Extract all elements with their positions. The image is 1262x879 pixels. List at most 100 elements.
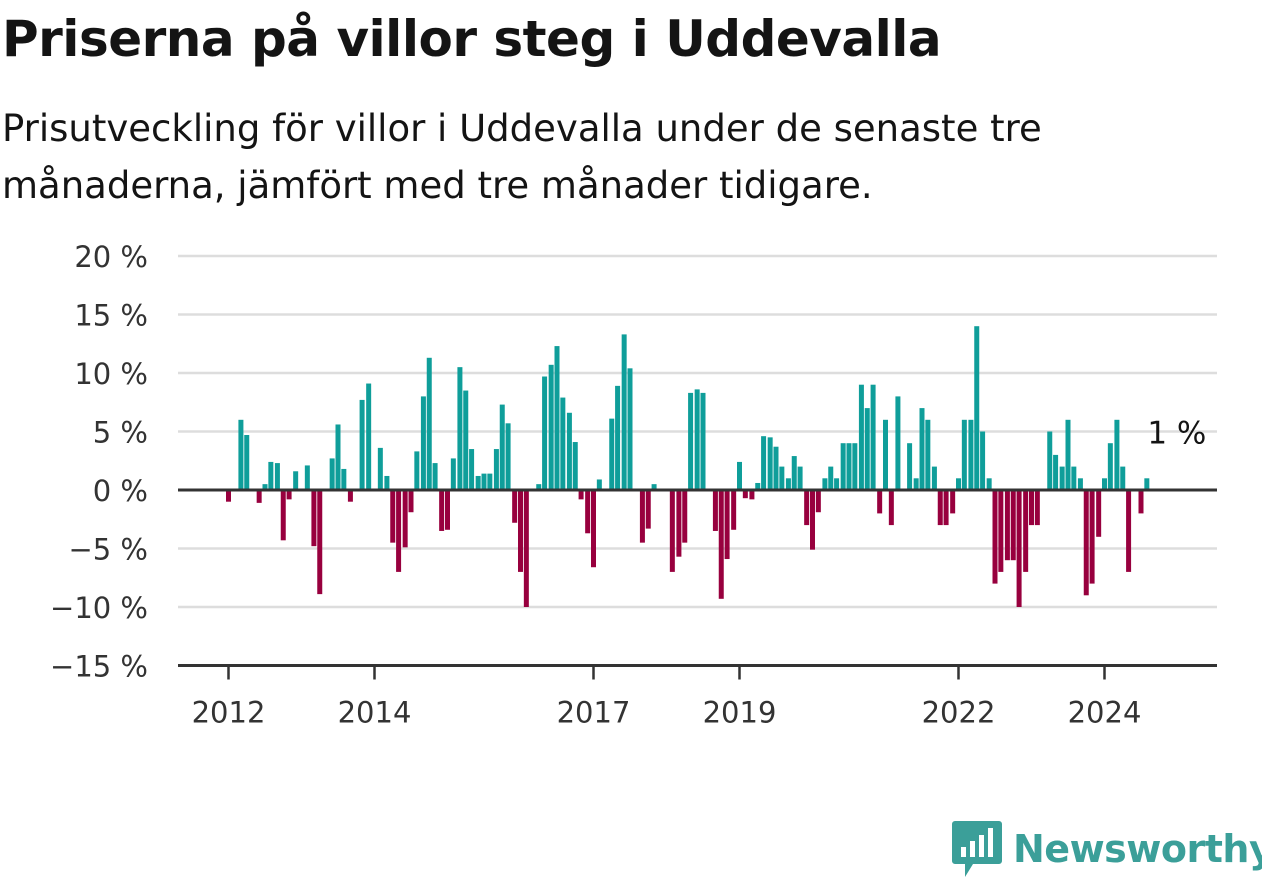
bar — [883, 419, 888, 490]
bar — [700, 392, 706, 490]
bar — [1144, 478, 1150, 490]
chart-subtitle: Prisutveckling för villor i Uddevalla un… — [2, 107, 1042, 207]
bar — [992, 490, 998, 584]
bar — [274, 463, 280, 490]
bar — [329, 458, 335, 490]
bar — [779, 466, 785, 490]
bar — [615, 385, 621, 490]
bar — [505, 423, 511, 490]
bar — [390, 490, 396, 543]
bar — [1023, 490, 1029, 572]
bar — [742, 490, 748, 499]
bar — [1065, 419, 1071, 490]
bar — [609, 418, 615, 490]
y-tick-label: −15 % — [50, 650, 148, 684]
bar — [439, 490, 445, 531]
bar — [785, 478, 791, 490]
bar — [864, 408, 870, 490]
bar — [341, 468, 347, 490]
bar — [888, 490, 894, 526]
bar — [1138, 490, 1144, 514]
bar — [311, 490, 317, 547]
bar — [286, 490, 292, 500]
bar — [961, 419, 967, 490]
bar — [481, 473, 487, 490]
bar — [913, 478, 919, 490]
x-tick-label: 2019 — [703, 696, 777, 730]
bar — [828, 466, 834, 490]
bar — [347, 490, 353, 502]
brand-name: Newsworthy — [1013, 827, 1262, 871]
bars — [226, 326, 1150, 607]
bar — [566, 412, 572, 490]
bar — [767, 437, 773, 490]
bar — [797, 466, 803, 490]
bar — [244, 435, 250, 490]
bar — [450, 458, 456, 490]
bar — [895, 396, 901, 490]
bar — [377, 447, 383, 490]
bar — [943, 490, 949, 526]
bar — [998, 490, 1004, 572]
x-axis-ticks: 2012 2014 2017 2019 2022 2024 — [192, 665, 1142, 730]
bar — [226, 490, 231, 502]
bar — [931, 466, 937, 490]
bar — [937, 490, 943, 526]
bar — [1102, 478, 1107, 490]
bar — [280, 490, 286, 541]
bar — [408, 490, 414, 513]
bar — [591, 490, 596, 568]
bar — [773, 446, 779, 490]
bar — [1016, 490, 1022, 607]
bar — [755, 482, 761, 490]
bar — [731, 490, 737, 530]
newsworthy-logo: Newsworthy — [951, 819, 1262, 879]
x-tick-label: 2024 — [1068, 696, 1142, 730]
y-tick-label: 5 % — [93, 416, 148, 450]
bar — [761, 436, 767, 490]
bar — [688, 392, 694, 490]
bar — [1126, 490, 1132, 572]
bar — [487, 473, 493, 490]
bar — [518, 490, 523, 572]
bar — [1029, 490, 1034, 526]
bar — [907, 443, 913, 490]
bar — [986, 478, 992, 490]
bar — [457, 367, 463, 490]
bar — [804, 490, 810, 526]
bar — [426, 357, 432, 490]
bar — [402, 490, 408, 548]
bar — [852, 443, 858, 490]
bar — [335, 424, 341, 490]
bar — [846, 443, 852, 490]
bar — [560, 397, 566, 490]
bar — [877, 490, 883, 514]
bar — [304, 465, 310, 490]
bar — [737, 461, 742, 490]
bar — [359, 399, 365, 490]
y-tick-label: −10 % — [50, 591, 148, 625]
bar — [682, 490, 688, 543]
bar — [512, 490, 518, 523]
x-tick-label: 2017 — [557, 696, 631, 730]
bar — [1096, 490, 1102, 537]
y-axis-ticks: 20 % 15 % 10 % 5 % 0 % −5 % −10 % −15 % — [50, 240, 148, 684]
bar — [639, 490, 645, 543]
bar — [645, 490, 651, 529]
bar — [238, 419, 244, 490]
bar — [499, 404, 505, 490]
bar — [1083, 490, 1089, 596]
bar — [968, 419, 974, 490]
bar — [596, 479, 602, 490]
bar — [396, 490, 402, 572]
bar — [749, 490, 755, 500]
bar — [1120, 466, 1126, 490]
bar — [858, 384, 864, 490]
bar — [956, 478, 961, 490]
bar — [810, 490, 815, 550]
bar — [262, 484, 268, 490]
bar — [980, 431, 986, 490]
bar — [554, 346, 560, 490]
bar — [627, 368, 633, 490]
